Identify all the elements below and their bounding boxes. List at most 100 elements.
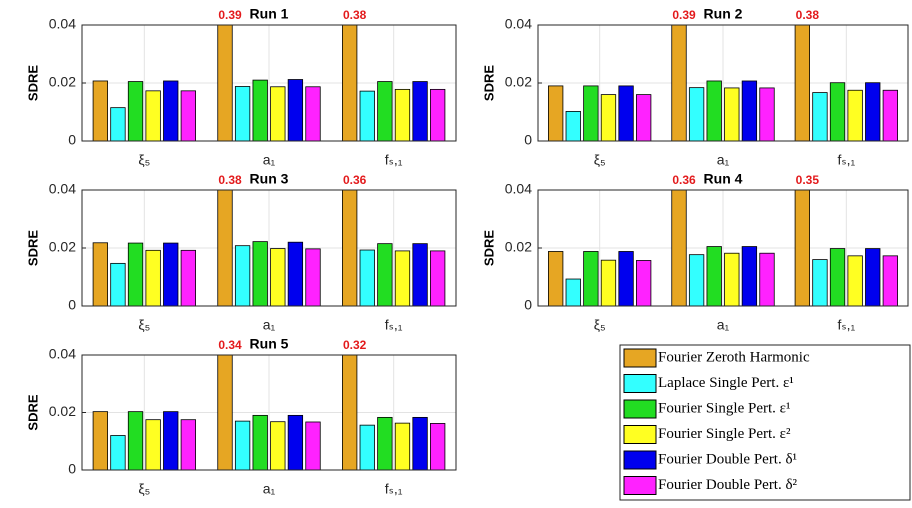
x-tick-label: fₛ,₁ — [385, 317, 403, 333]
overflow-label: 0.35 — [796, 173, 820, 187]
bar — [217, 190, 233, 306]
subplot: 0 0.02 0.04 ξ₅ a₁ 0.36 fₛ,₁ 0.35 Run 4 SDRE — [481, 171, 909, 333]
x-tick-label: a₁ — [263, 152, 276, 168]
bar — [145, 249, 161, 306]
bar — [847, 89, 863, 141]
overflow-label: 0.39 — [672, 8, 696, 22]
y-tick-label: 0 — [524, 297, 532, 313]
y-tick-label: 0.02 — [49, 239, 76, 255]
bar — [217, 25, 233, 141]
axes-box — [81, 189, 457, 307]
bar — [252, 414, 268, 470]
y-tick-label: 0.04 — [505, 16, 532, 32]
y-tick-label: 0.02 — [49, 74, 76, 90]
axes-box — [537, 189, 909, 307]
legend-swatch — [623, 425, 657, 444]
bar — [812, 92, 828, 141]
bar — [724, 252, 740, 306]
bar — [252, 241, 268, 306]
bar — [565, 111, 581, 141]
bar — [180, 419, 196, 470]
bar — [217, 355, 233, 470]
overflow-label: 0.36 — [343, 173, 367, 187]
bar — [359, 249, 375, 306]
chart-title: Run 5 — [250, 336, 289, 352]
bar — [706, 80, 722, 141]
y-axis-label: SDRE — [25, 65, 40, 101]
overflow-label: 0.38 — [218, 173, 242, 187]
x-tick-label: fₛ,₁ — [385, 481, 403, 497]
subplot: 0 0.02 0.04 ξ₅ a₁ 0.39 fₛ,₁ 0.38 Run 2 SDRE — [481, 6, 909, 168]
bar — [127, 242, 144, 306]
bar — [110, 262, 126, 306]
chart-title: Run 4 — [704, 171, 743, 187]
x-tick-label: a₁ — [717, 152, 730, 168]
y-tick-label: 0.02 — [49, 403, 76, 419]
legend-label: Laplace Single Pert. ε¹ — [658, 375, 794, 391]
bar — [145, 419, 161, 470]
y-tick-label: 0.04 — [49, 16, 76, 32]
x-tick-label: ξ₅ — [594, 152, 606, 168]
bar — [412, 416, 428, 470]
bar — [882, 255, 898, 306]
bar — [305, 86, 321, 141]
legend-label: Fourier Zeroth Harmonic — [658, 349, 810, 365]
bar — [127, 411, 144, 470]
bar — [287, 241, 304, 306]
y-tick-label: 0 — [68, 132, 76, 148]
bar — [342, 190, 358, 306]
y-tick-label: 0.02 — [505, 74, 532, 90]
bar — [794, 190, 810, 306]
bar — [583, 251, 599, 306]
x-tick-label: a₁ — [263, 481, 276, 497]
overflow-label: 0.38 — [796, 8, 820, 22]
x-tick-label: fₛ,₁ — [837, 317, 855, 333]
bar — [636, 94, 652, 141]
y-tick-label: 0.04 — [49, 181, 76, 197]
bar — [270, 421, 286, 470]
bar — [847, 255, 863, 306]
bar — [671, 25, 687, 141]
legend-swatch — [623, 374, 657, 393]
bar — [759, 87, 775, 141]
bar — [688, 254, 705, 306]
legend: Fourier Zeroth Harmonic Laplace Single Pe… — [619, 344, 911, 501]
axes-box — [537, 24, 909, 142]
bar — [234, 86, 251, 141]
axes-box — [81, 354, 457, 471]
subplot: 0 0.02 0.04 ξ₅ a₁ 0.34 fₛ,₁ 0.32 Run 5 SDRE — [25, 336, 457, 497]
chart-title: Run 1 — [250, 6, 289, 22]
bar — [287, 414, 304, 470]
bar — [180, 249, 196, 306]
bar — [618, 85, 634, 141]
x-tick-label: ξ₅ — [138, 481, 150, 497]
chart-title: Run 2 — [704, 6, 743, 22]
x-tick-label: ξ₅ — [138, 152, 150, 168]
bar — [430, 250, 446, 306]
bar — [359, 424, 375, 470]
legend-box — [619, 344, 911, 501]
bar — [829, 248, 846, 306]
legend-swatch — [623, 476, 657, 495]
legend-label: Fourier Double Pert. δ¹ — [658, 451, 797, 467]
bar — [636, 260, 652, 306]
y-tick-label: 0.02 — [505, 239, 532, 255]
y-tick-label: 0 — [524, 132, 532, 148]
bar — [234, 420, 251, 470]
subplot: 0 0.02 0.04 ξ₅ a₁ 0.39 fₛ,₁ 0.38 Run 1 SDRE — [25, 6, 457, 168]
bar — [412, 243, 428, 306]
bar — [548, 251, 564, 306]
bar — [741, 246, 758, 306]
bar — [394, 250, 411, 306]
bar — [600, 259, 617, 306]
y-axis-label: SDRE — [25, 230, 40, 266]
bar — [618, 251, 634, 306]
bar — [92, 242, 108, 306]
bar — [270, 248, 286, 306]
overflow-label: 0.38 — [343, 8, 367, 22]
y-axis-label: SDRE — [481, 65, 496, 101]
bar — [127, 81, 144, 141]
legend-swatch — [623, 450, 657, 470]
bar — [342, 25, 358, 141]
